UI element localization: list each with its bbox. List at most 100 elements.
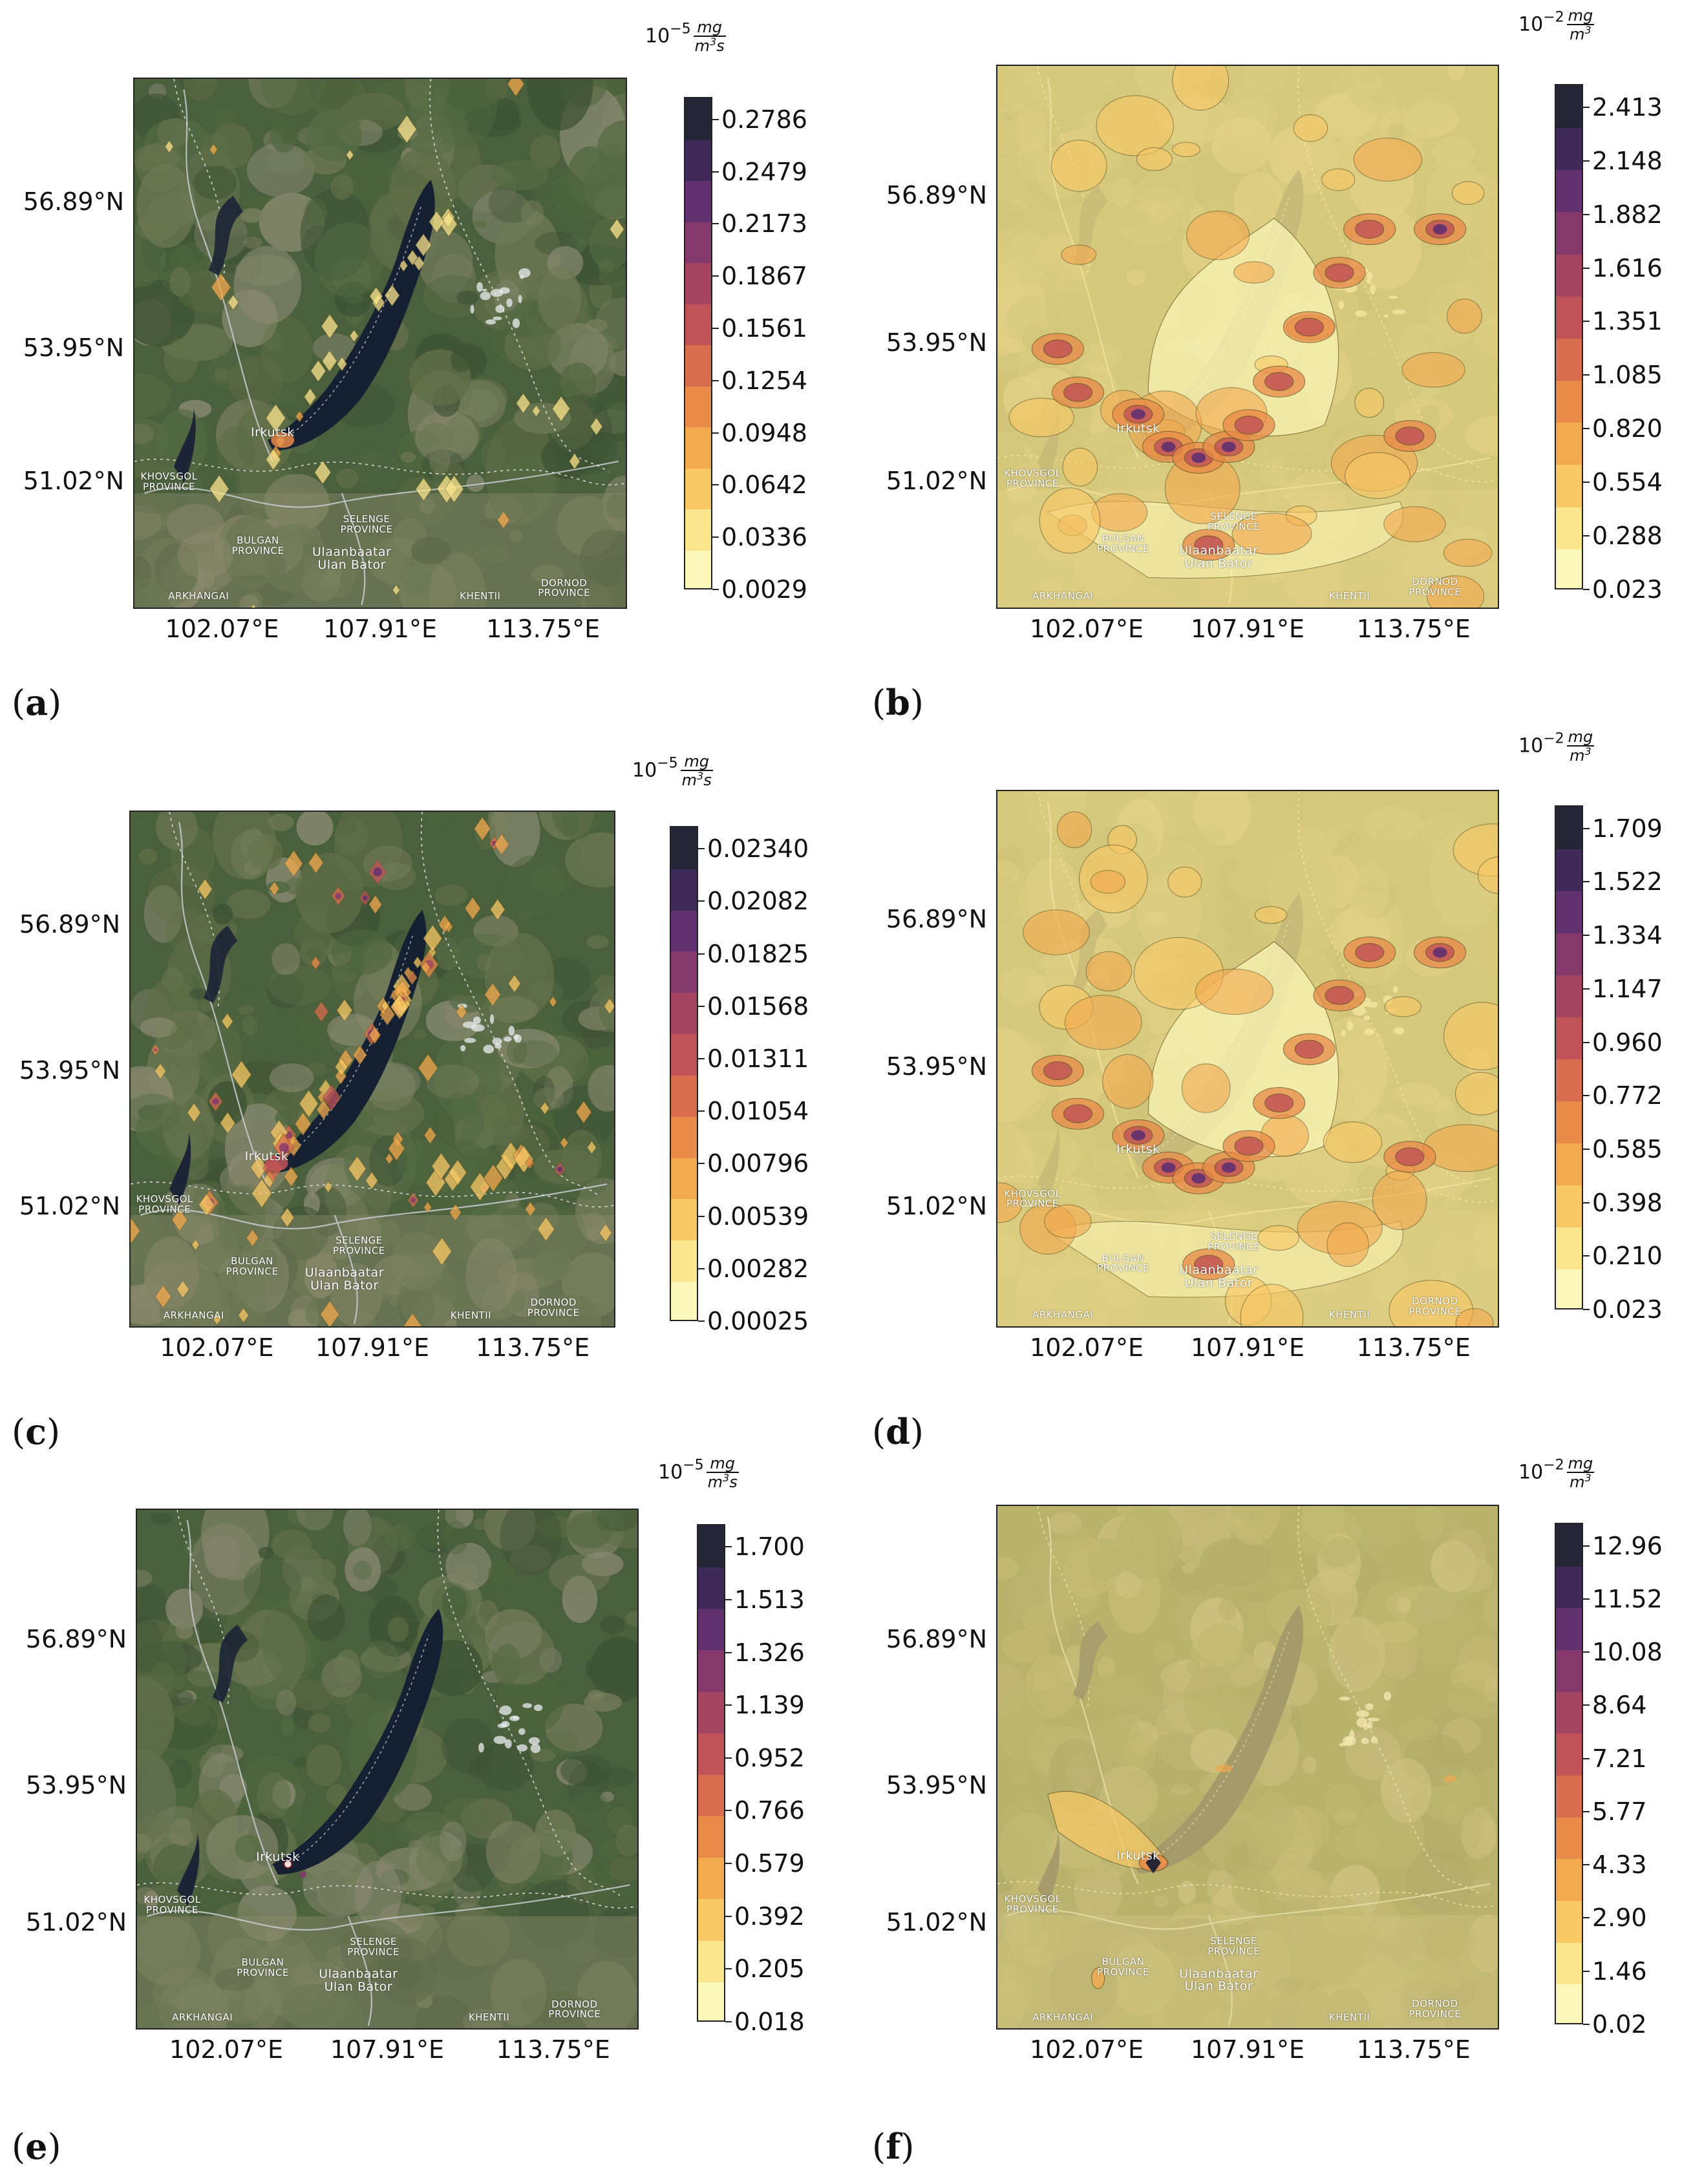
place-label-khovsgol: KHOVSGOL PROVINCE bbox=[136, 1193, 193, 1215]
colorbar-tick-mark bbox=[725, 1546, 732, 1548]
emission-cell bbox=[429, 211, 445, 233]
colorbar-tick-mark bbox=[1583, 1864, 1590, 1866]
lat-label: 56.89°N bbox=[886, 905, 987, 933]
colorbar-tick-mark bbox=[698, 1320, 705, 1322]
colorbar-tick-label: 1.700 bbox=[734, 1532, 805, 1562]
emission-cell bbox=[415, 478, 432, 502]
unit-den-exponent: 3 bbox=[697, 770, 704, 783]
panel-tag: (e) bbox=[12, 2129, 61, 2165]
emission-cell bbox=[284, 850, 303, 877]
place-label-khentii: KHENTII bbox=[1328, 589, 1370, 602]
colorbar-tick-mark bbox=[1583, 589, 1590, 590]
emission-cell bbox=[324, 1181, 332, 1193]
colorbar-tick-label: 0.023 bbox=[1592, 575, 1663, 604]
colorbar-unit: 10−2 mg m3 bbox=[1518, 728, 1595, 764]
unit-fraction: mg m3 bbox=[1566, 7, 1595, 43]
panel-a: Irkutsk KHOVSGOL PROVINCE BULGAN PROVINCE S… bbox=[0, 0, 841, 728]
lat-label: 53.95°N bbox=[19, 1056, 120, 1085]
colorbar-segment bbox=[1556, 211, 1582, 255]
lon-label: 102.07°E bbox=[160, 1333, 274, 1362]
colorbar-tick-mark bbox=[725, 1810, 732, 1812]
lon-label: 102.07°E bbox=[169, 2035, 284, 2064]
colorbar-segment bbox=[698, 1691, 724, 1733]
irkutsk-hotspot bbox=[271, 432, 295, 448]
emission-cell bbox=[525, 1201, 536, 1217]
colorbar-tick-label: 1.147 bbox=[1592, 974, 1663, 1003]
colorbar-tick-mark bbox=[712, 589, 719, 590]
emission-cell bbox=[599, 1224, 612, 1242]
colorbar-tick-mark bbox=[1583, 1970, 1590, 1972]
colorbar-tick-mark bbox=[698, 900, 705, 902]
unit-exponent: −5 bbox=[670, 21, 691, 37]
map-canvas bbox=[134, 79, 626, 608]
emission-cell bbox=[423, 1201, 432, 1213]
colorbar-segment bbox=[1556, 464, 1582, 507]
colorbar-tick-label: 0.1867 bbox=[721, 262, 807, 291]
lake-baikal bbox=[262, 910, 427, 1174]
colorbar-tick-label: 0.01311 bbox=[707, 1044, 809, 1073]
unit-base: 10 bbox=[1518, 13, 1544, 36]
colorbar-tick-mark bbox=[1583, 213, 1590, 215]
colorbar-tick-mark bbox=[1583, 1309, 1590, 1310]
colorbar-tick-label: 0.00796 bbox=[707, 1149, 809, 1178]
emission-cell bbox=[497, 511, 510, 529]
colorbar-tick-mark bbox=[712, 171, 719, 173]
emission-cell bbox=[246, 1229, 259, 1247]
place-label-bulgan: BULGAN PROVINCE bbox=[1097, 1252, 1149, 1275]
emission-cell bbox=[154, 1284, 172, 1309]
emission-cell bbox=[399, 259, 408, 272]
place-label-selenge: SELENGE PROVINCE bbox=[340, 513, 393, 535]
emission-cell bbox=[365, 1171, 378, 1190]
emission-cell bbox=[560, 1136, 569, 1149]
unit-fraction: mg m3 bbox=[1566, 1455, 1595, 1492]
emission-cell bbox=[334, 1057, 348, 1077]
colorbar-tick-mark bbox=[712, 223, 719, 225]
colorbar-tick-mark bbox=[1583, 881, 1590, 883]
lat-label: 56.89°N bbox=[25, 1625, 127, 1653]
emission-cell bbox=[590, 418, 603, 436]
lon-label: 107.91°E bbox=[1191, 2035, 1304, 2064]
lon-label: 107.91°E bbox=[1191, 615, 1304, 643]
unit-den-main: m bbox=[681, 771, 697, 790]
colorbar-segment bbox=[671, 1198, 697, 1241]
place-label-irkutsk: Irkutsk bbox=[251, 425, 295, 440]
colorbar-tick-mark bbox=[698, 953, 705, 955]
unit-den-exponent: 3 bbox=[1584, 745, 1592, 758]
emission-cell bbox=[423, 1126, 437, 1145]
colorbar-tick-mark bbox=[698, 1267, 705, 1269]
emission-cell bbox=[368, 895, 382, 915]
panel-f: Irkutsk KHOVSGOL PROVINCE BULGAN PROVINCE S… bbox=[841, 1455, 1682, 2183]
lon-label: 107.91°E bbox=[1191, 1333, 1304, 1362]
colorbar-segment bbox=[685, 98, 711, 140]
emission-cell bbox=[490, 898, 506, 920]
panel-d: Irkutsk KHOVSGOL PROVINCE BULGAN PROVINCE S… bbox=[841, 728, 1682, 1456]
place-label-selenge: SELENGE PROVINCE bbox=[1208, 1935, 1261, 1957]
lat-label: 51.02°N bbox=[19, 1192, 120, 1220]
emission-cell bbox=[269, 881, 280, 896]
colorbar bbox=[697, 1524, 725, 2022]
unit-denominator: m3 bbox=[1567, 25, 1595, 43]
colorbar-segment bbox=[1556, 1143, 1582, 1185]
colorbar-tick-label: 1.326 bbox=[734, 1638, 805, 1667]
colorbar-tick-label: 0.00025 bbox=[707, 1307, 809, 1335]
colorbar-tick-mark bbox=[1583, 160, 1590, 162]
colorbar-tick-label: 0.772 bbox=[1592, 1081, 1663, 1110]
unit-exponent: −2 bbox=[1543, 730, 1564, 747]
place-label-irkutsk: Irkutsk bbox=[1116, 421, 1160, 436]
place-label-bulgan: BULGAN PROVINCE bbox=[1097, 533, 1149, 555]
colorbar-segment bbox=[685, 221, 711, 263]
colorbar-segment bbox=[698, 1857, 724, 1900]
panel-tag: (c) bbox=[12, 1414, 60, 1450]
emission-cell bbox=[251, 604, 257, 608]
borders bbox=[137, 1510, 637, 1909]
unit-den-main: m bbox=[1570, 1473, 1585, 1492]
colorbar-tick-mark bbox=[725, 2021, 732, 2022]
colorbar-segment bbox=[1556, 380, 1582, 423]
emission-cell bbox=[469, 1172, 490, 1202]
contour-overlay bbox=[997, 1506, 1498, 2028]
emission-cell bbox=[299, 1090, 319, 1118]
place-label-ulaanbaatar: Ulaanbaatar Ulan Bator bbox=[319, 1967, 398, 1995]
place-label-selenge: SELENGE PROVINCE bbox=[347, 1935, 400, 1958]
emission-cell bbox=[353, 1044, 367, 1065]
colorbar-tick-mark bbox=[698, 1005, 705, 1007]
